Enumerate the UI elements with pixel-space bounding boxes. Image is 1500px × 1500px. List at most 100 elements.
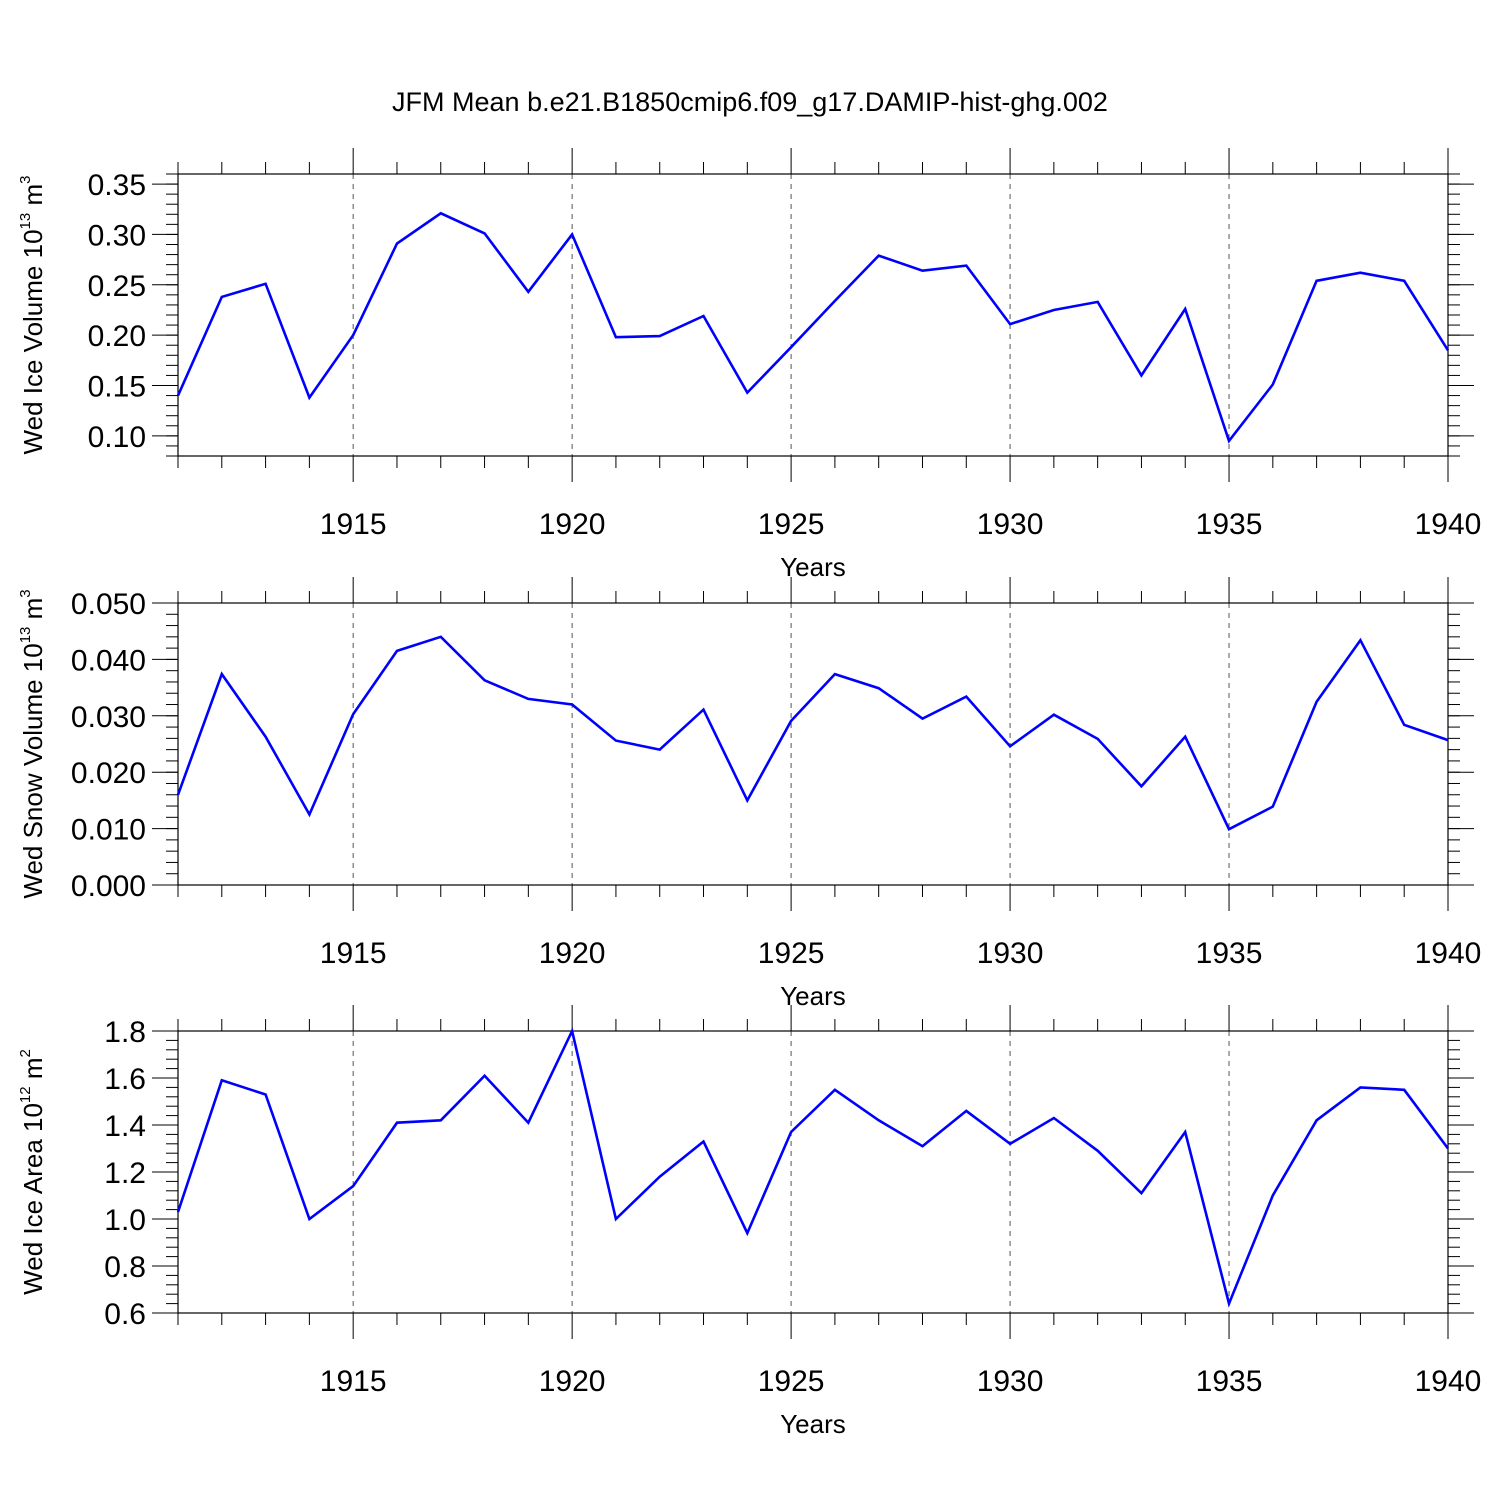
data-point xyxy=(307,396,311,400)
data-point xyxy=(1271,805,1275,809)
data-point xyxy=(920,1144,924,1148)
data-point xyxy=(176,793,180,797)
data-point xyxy=(264,1092,268,1096)
data-point xyxy=(1096,300,1100,304)
data-point xyxy=(833,1088,837,1092)
y-tick-label: 0.040 xyxy=(71,644,146,677)
x-tick-label: 1925 xyxy=(758,1365,825,1398)
data-point xyxy=(264,735,268,739)
y-tick-label: 1.8 xyxy=(104,1016,146,1049)
y-tick-label: 0.35 xyxy=(88,169,146,202)
x-tick-label: 1925 xyxy=(758,937,825,970)
data-point xyxy=(570,1029,574,1033)
data-point xyxy=(307,813,311,817)
data-point xyxy=(483,1074,487,1078)
data-point xyxy=(176,394,180,398)
x-axis-label: Years xyxy=(780,981,846,1011)
data-point xyxy=(1227,827,1231,831)
data-point xyxy=(1139,784,1143,788)
plot-frame xyxy=(177,173,1449,457)
x-tick-label: 1935 xyxy=(1196,508,1263,541)
data-point xyxy=(1271,1194,1275,1198)
data-point xyxy=(1446,738,1450,742)
y-tick-label: 0.010 xyxy=(71,814,146,847)
data-point xyxy=(964,695,968,699)
y-tick-label: 0.6 xyxy=(104,1298,146,1331)
x-tick-label: 1915 xyxy=(320,508,387,541)
series-line xyxy=(176,1027,1450,1308)
data-point xyxy=(1096,737,1100,741)
data-point xyxy=(264,282,268,286)
y-axis-label: Wed Ice Area 1012 m2 xyxy=(17,1049,48,1295)
data-point xyxy=(1008,322,1012,326)
series-line xyxy=(176,211,1450,444)
y-tick-label: 1.0 xyxy=(104,1204,146,1237)
data-point xyxy=(1402,723,1406,727)
x-tick-label: 1915 xyxy=(320,1365,387,1398)
x-tick-label: 1930 xyxy=(977,508,1044,541)
data-point xyxy=(1008,744,1012,748)
y-tick-label: 1.6 xyxy=(104,1063,146,1096)
data-point xyxy=(745,1231,749,1235)
data-point xyxy=(351,712,355,716)
x-tick-label: 1935 xyxy=(1196,937,1263,970)
data-point xyxy=(1183,1130,1187,1134)
data-point xyxy=(658,334,662,338)
x-axis-label: Years xyxy=(780,1409,846,1439)
data-point xyxy=(439,1118,443,1122)
y-tick-label: 0.25 xyxy=(88,270,146,303)
data-point xyxy=(833,299,837,303)
data-point xyxy=(1052,1116,1056,1120)
x-tick-label: 1920 xyxy=(539,937,606,970)
data-point xyxy=(439,211,443,215)
data-point xyxy=(1402,1088,1406,1092)
data-point xyxy=(1052,308,1056,312)
data-point xyxy=(1315,700,1319,704)
chart-panel-3: 1915 1920 1925 1930 1935 1940 Years 0.6 0.8 1.0 1.… xyxy=(17,1005,1481,1439)
data-point xyxy=(439,635,443,639)
data-point xyxy=(526,290,530,294)
y-tick-label: 0.30 xyxy=(88,219,146,252)
data-point xyxy=(745,391,749,395)
x-tick-label: 1935 xyxy=(1196,1365,1263,1398)
data-point xyxy=(395,649,399,653)
data-point xyxy=(833,672,837,676)
x-tick-label: 1925 xyxy=(758,508,825,541)
data-point xyxy=(395,241,399,245)
data-point xyxy=(1096,1149,1100,1153)
data-point xyxy=(1315,1118,1319,1122)
data-point xyxy=(1139,1191,1143,1195)
data-point xyxy=(614,739,618,743)
data-point xyxy=(395,1121,399,1125)
data-point xyxy=(702,314,706,318)
y-tick-label: 1.2 xyxy=(104,1157,146,1190)
data-point xyxy=(1052,713,1056,717)
data-point xyxy=(570,703,574,707)
data-point xyxy=(1271,382,1275,386)
x-tick-label: 1940 xyxy=(1415,508,1482,541)
x-tick-label: 1920 xyxy=(539,1365,606,1398)
data-point xyxy=(220,1078,224,1082)
data-point xyxy=(658,748,662,752)
y-tick-label: 0.050 xyxy=(71,588,146,621)
data-point xyxy=(307,1217,311,1221)
data-point xyxy=(351,333,355,337)
data-point xyxy=(920,269,924,273)
y-tick-label: 0.20 xyxy=(88,320,146,353)
y-axis-label: Wed Ice Volume 1013 m3 xyxy=(17,176,48,455)
chart-panel-1: 1915 1920 1925 1930 1935 1940 Years 0.10 0.15 0.2… xyxy=(17,148,1481,582)
data-point xyxy=(789,345,793,349)
data-point xyxy=(658,1175,662,1179)
data-point xyxy=(1402,279,1406,283)
data-point xyxy=(1446,348,1450,352)
data-point xyxy=(1358,1085,1362,1089)
data-point xyxy=(1183,307,1187,311)
x-tick-label: 1920 xyxy=(539,508,606,541)
data-point xyxy=(1358,638,1362,642)
y-tick-label: 0.030 xyxy=(71,701,146,734)
data-point xyxy=(220,295,224,299)
x-tick-label: 1930 xyxy=(977,937,1044,970)
chart-title: JFM Mean b.e21.B1850cmip6.f09_g17.DAMIP-… xyxy=(392,87,1108,117)
data-point xyxy=(702,708,706,712)
